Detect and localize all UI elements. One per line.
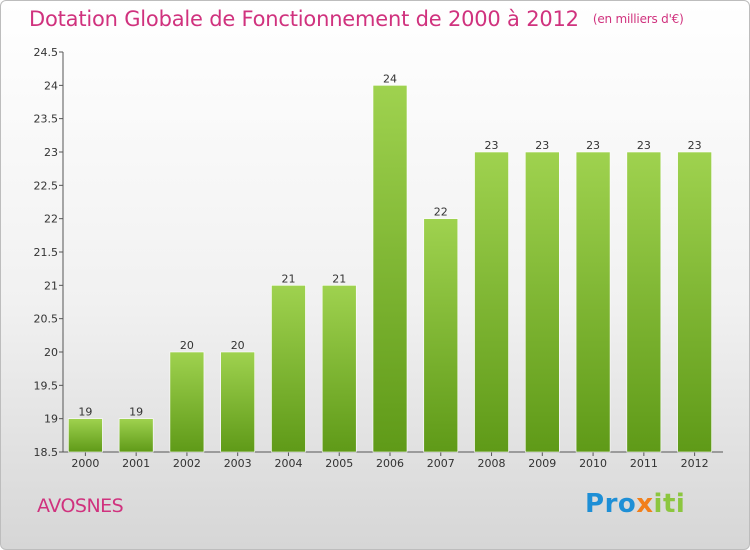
x-tick-label: 2006 [376, 457, 404, 470]
x-tick-label: 2010 [579, 457, 607, 470]
axes: 18.5 19 19.5 20 20.5 21 21.5 22 22.5 23 23.5 24 24.5… [34, 46, 723, 470]
data-label: 20 [231, 339, 245, 352]
data-label: 22 [434, 206, 448, 219]
y-tick-label: 19 [44, 413, 58, 426]
bars [68, 85, 712, 453]
data-label: 21 [332, 272, 346, 285]
logo-letter: P [585, 489, 605, 519]
proxiti-logo: Proxiti [585, 489, 685, 519]
y-tick-label: 21.5 [34, 246, 59, 259]
bar [626, 151, 662, 453]
y-tick-label: 23.5 [34, 113, 59, 126]
x-tick-label: 2008 [478, 457, 506, 470]
logo-letter: i [653, 489, 663, 519]
chart-title: Dotation Globale de Fonctionnement de 20… [29, 7, 684, 31]
data-label: 20 [180, 339, 194, 352]
data-labels: 19 19 20 20 21 21 24 22 23 23 23 23 23 [78, 72, 701, 418]
data-label: 23 [535, 139, 549, 152]
data-label: 24 [383, 72, 397, 85]
y-tick-label: 20 [44, 346, 58, 359]
data-label: 23 [485, 139, 499, 152]
y-tick-label: 21 [44, 279, 58, 292]
bar [575, 151, 611, 453]
logo-letter: r [604, 489, 618, 519]
data-label: 23 [637, 139, 651, 152]
bar-chart: 18.5 19 19.5 20 20.5 21 21.5 22 22.5 23 23.5 24 24.5… [34, 46, 723, 470]
logo-letter: x [636, 489, 654, 519]
data-label: 19 [78, 406, 92, 419]
bar [474, 151, 509, 453]
x-tick-label: 2011 [630, 457, 658, 470]
x-tick-label: 2005 [325, 457, 353, 470]
x-tick-label: 2000 [71, 457, 99, 470]
data-label: 23 [586, 139, 600, 152]
y-tick-label: 23 [44, 146, 58, 159]
chart-subtitle: (en milliers d'€) [592, 12, 684, 26]
x-tick-label: 2004 [274, 457, 302, 470]
y-tick-label: 22.5 [34, 179, 59, 192]
data-label: 23 [688, 139, 702, 152]
commune-name: AVOSNES [37, 495, 124, 517]
bar [118, 418, 154, 453]
x-tick-label: 2007 [427, 457, 455, 470]
y-tick-label: 22 [44, 213, 58, 226]
data-label: 21 [281, 272, 295, 285]
logo-letter: i [675, 489, 686, 519]
x-tick-label: 2003 [224, 457, 252, 470]
y-tick-label: 18.5 [34, 446, 59, 459]
x-tick-label: 2012 [681, 457, 709, 470]
bar [169, 351, 205, 453]
bar [372, 85, 408, 453]
data-label: 19 [129, 406, 143, 419]
bar [525, 151, 560, 453]
bar [321, 285, 357, 453]
x-tick-label: 2009 [528, 457, 556, 470]
y-tick-label: 20.5 [34, 313, 59, 326]
bar [677, 151, 712, 453]
y-tick-label: 24 [44, 79, 58, 92]
bar [423, 218, 459, 453]
x-tick-label: 2002 [173, 457, 201, 470]
logo-letter: o [617, 489, 637, 519]
bar [68, 418, 103, 453]
chart-title-text: Dotation Globale de Fonctionnement de 20… [29, 7, 579, 31]
y-tick-label: 24.5 [34, 46, 59, 59]
y-tick-label: 19.5 [34, 379, 59, 392]
bar [271, 285, 306, 453]
logo-letter: t [662, 489, 676, 519]
x-tick-label: 2001 [122, 457, 150, 470]
bar [220, 351, 255, 453]
